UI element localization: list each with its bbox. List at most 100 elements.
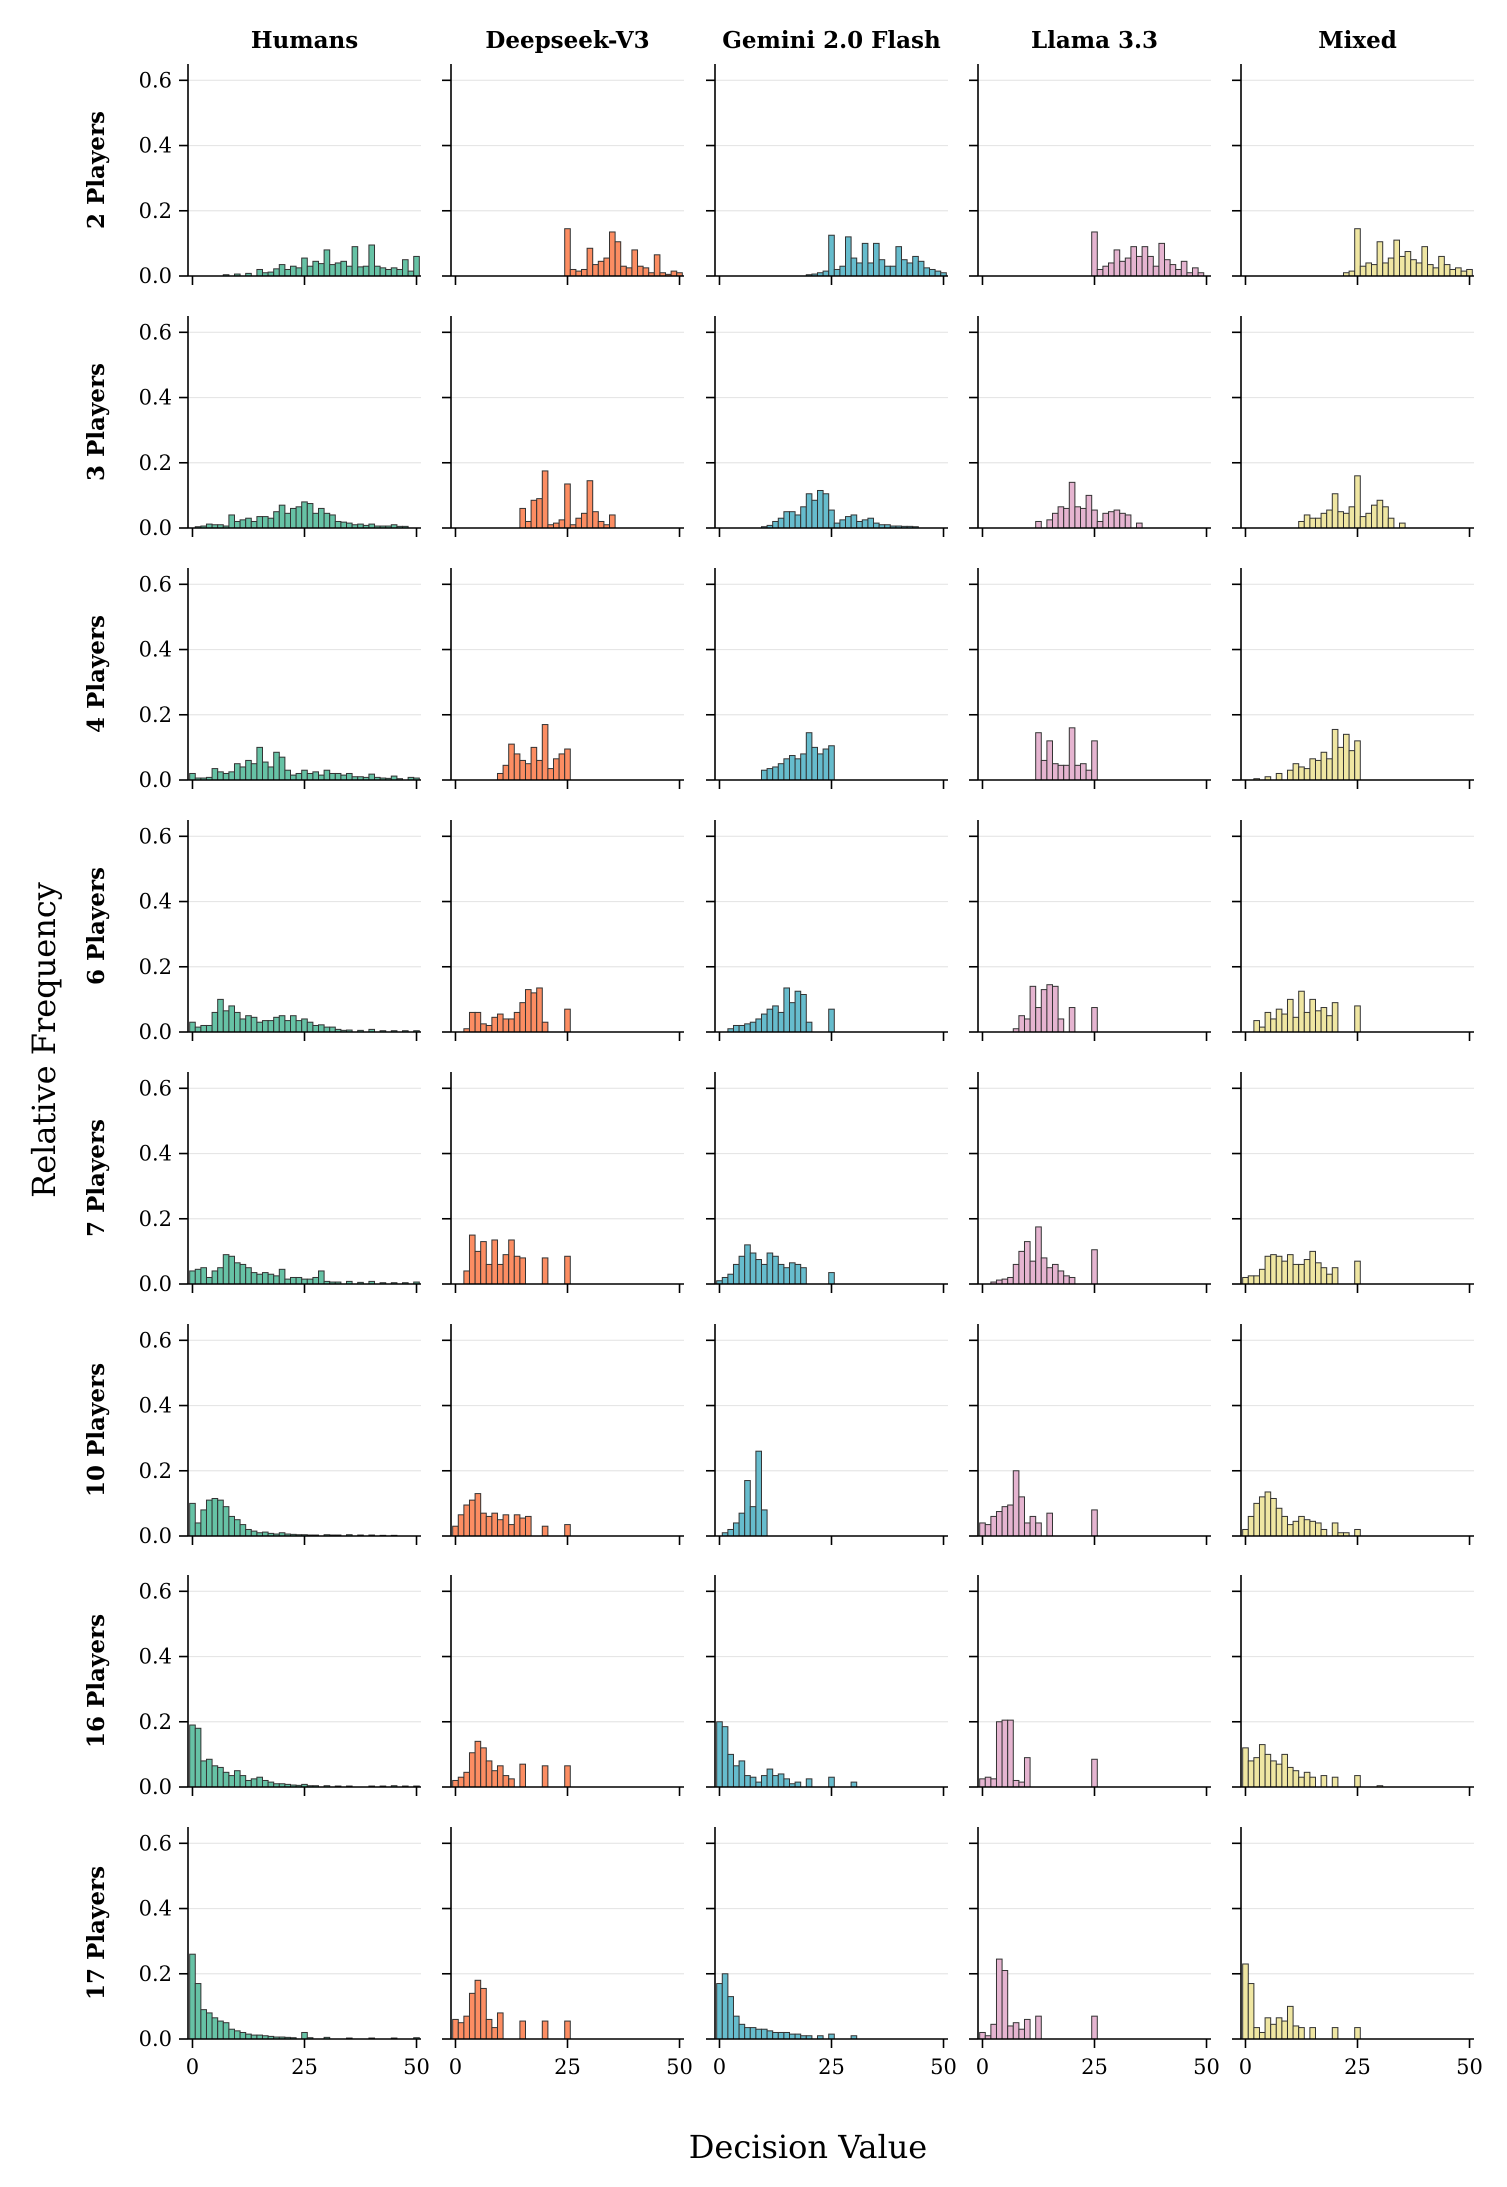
histogram-bar (1331, 1267, 1339, 1285)
histogram-bar (368, 773, 376, 781)
histogram-bar (828, 1776, 835, 1788)
histogram-bar (1046, 1512, 1053, 1537)
histogram-bar (1018, 1250, 1025, 1285)
histogram-bar (485, 1515, 493, 1537)
histogram-bar (1286, 998, 1294, 1033)
histogram-bar (1371, 264, 1378, 277)
histogram-bar (452, 1525, 459, 1537)
histogram-bar (1449, 268, 1457, 277)
x-tick-label: 50 (930, 2055, 957, 2079)
histogram-bar (457, 1514, 465, 1537)
histogram-bar (901, 259, 908, 277)
histogram-bar (217, 1766, 224, 1788)
histogram-bar (1354, 2027, 1361, 2040)
histogram-bar (239, 1524, 247, 1537)
histogram-bar (564, 228, 571, 277)
histogram-bar (800, 1267, 807, 1285)
panel-4-players-llama-3-3 (969, 568, 1211, 789)
histogram-bar (592, 264, 599, 277)
histogram-bar (1320, 1775, 1328, 1788)
histogram-bar (1258, 2031, 1266, 2040)
histogram-bar (1012, 1263, 1020, 1285)
histogram-bar (1040, 759, 1048, 781)
histogram-bar (1303, 1771, 1311, 1788)
histogram-bar (301, 1018, 308, 1033)
histogram-bar (1079, 507, 1087, 529)
histogram-bar (1023, 1241, 1031, 1285)
histogram-bar (1175, 268, 1182, 277)
histogram-bar (1303, 514, 1311, 529)
histogram-bar (995, 1721, 1003, 1788)
histogram-bar (822, 493, 830, 529)
histogram-bar (541, 1257, 549, 1285)
panel-2-players-deepseek-v3 (442, 64, 684, 285)
x-tick-label: 25 (818, 2055, 845, 2079)
histogram-bar (805, 1778, 813, 1788)
histogram-bar (1085, 494, 1093, 529)
histogram-bar (278, 756, 286, 781)
histogram-bar (1270, 2023, 1277, 2040)
histogram-bar (1292, 2025, 1300, 2040)
histogram-bar (1354, 475, 1361, 529)
histogram-bar (468, 1499, 476, 1537)
x-tick-label: 0 (449, 2055, 462, 2079)
histogram-bar (468, 1752, 476, 1788)
histogram-bar (772, 1255, 779, 1285)
histogram-bar (1023, 1522, 1031, 1537)
histogram-bar (766, 2030, 774, 2040)
histogram-bar (256, 1273, 263, 1285)
histogram-bar (273, 511, 280, 529)
histogram-bar (811, 746, 818, 781)
histogram-bar (564, 483, 571, 529)
histogram-bar (312, 771, 320, 781)
histogram-bar (474, 1979, 482, 2040)
histogram-bar (564, 1524, 571, 1537)
y-tick-label: 0.4 (139, 1394, 172, 1418)
histogram-bar (1309, 758, 1316, 781)
histogram-bar (1331, 1002, 1339, 1033)
histogram-bar (329, 514, 336, 529)
histogram-bar (1326, 758, 1333, 781)
panel-17-players-humans: 0.0 0.2 0.4 0.6 0 25 50 (139, 1827, 430, 2079)
histogram-bar (995, 1958, 1003, 2040)
histogram-bar (581, 512, 588, 529)
histogram-bar (1113, 509, 1121, 529)
histogram-bar (474, 1493, 482, 1537)
histogram-bar (211, 2017, 219, 2040)
histogram-bar (744, 1775, 751, 1788)
histogram-bar (1051, 763, 1059, 781)
histogram-bar (552, 758, 560, 781)
histogram-bar (256, 268, 263, 277)
histogram-bar (1331, 1522, 1339, 1537)
histogram-bar (1018, 1496, 1025, 1537)
histogram-bar (1141, 246, 1149, 277)
histogram-bar (284, 769, 291, 781)
histogram-bar (1253, 2027, 1260, 2040)
panel-4-players-gemini-2-0-flash (706, 568, 948, 789)
histogram-bar (474, 1740, 482, 1788)
histogram-bar (245, 1779, 252, 1788)
histogram-bar (312, 1276, 320, 1285)
histogram-bar (273, 268, 280, 277)
histogram-bar (1303, 1011, 1311, 1033)
histogram-bar (200, 1267, 207, 1285)
histogram-bar (513, 1255, 521, 1285)
histogram-bar (1466, 268, 1473, 277)
histogram-bar (250, 763, 258, 781)
histogram-bar (1270, 1254, 1277, 1285)
histogram-bar (1309, 1776, 1316, 1788)
histogram-bar (1096, 268, 1104, 277)
histogram-bar (463, 1771, 470, 1788)
histogram-bar (1320, 512, 1328, 529)
histogram-bar (273, 1275, 280, 1285)
y-axis-label: Relative Frequency (25, 882, 63, 1198)
histogram-bar (301, 769, 308, 781)
histogram-bar (295, 1276, 303, 1285)
histogram-bar (760, 1775, 768, 1788)
histogram-bar (979, 1522, 986, 1537)
histogram-bar (906, 262, 914, 277)
histogram-bar (1012, 2022, 1020, 2040)
histogram-bar (760, 1013, 768, 1033)
histogram-bar (256, 1776, 263, 1788)
histogram-bar (744, 1023, 751, 1033)
